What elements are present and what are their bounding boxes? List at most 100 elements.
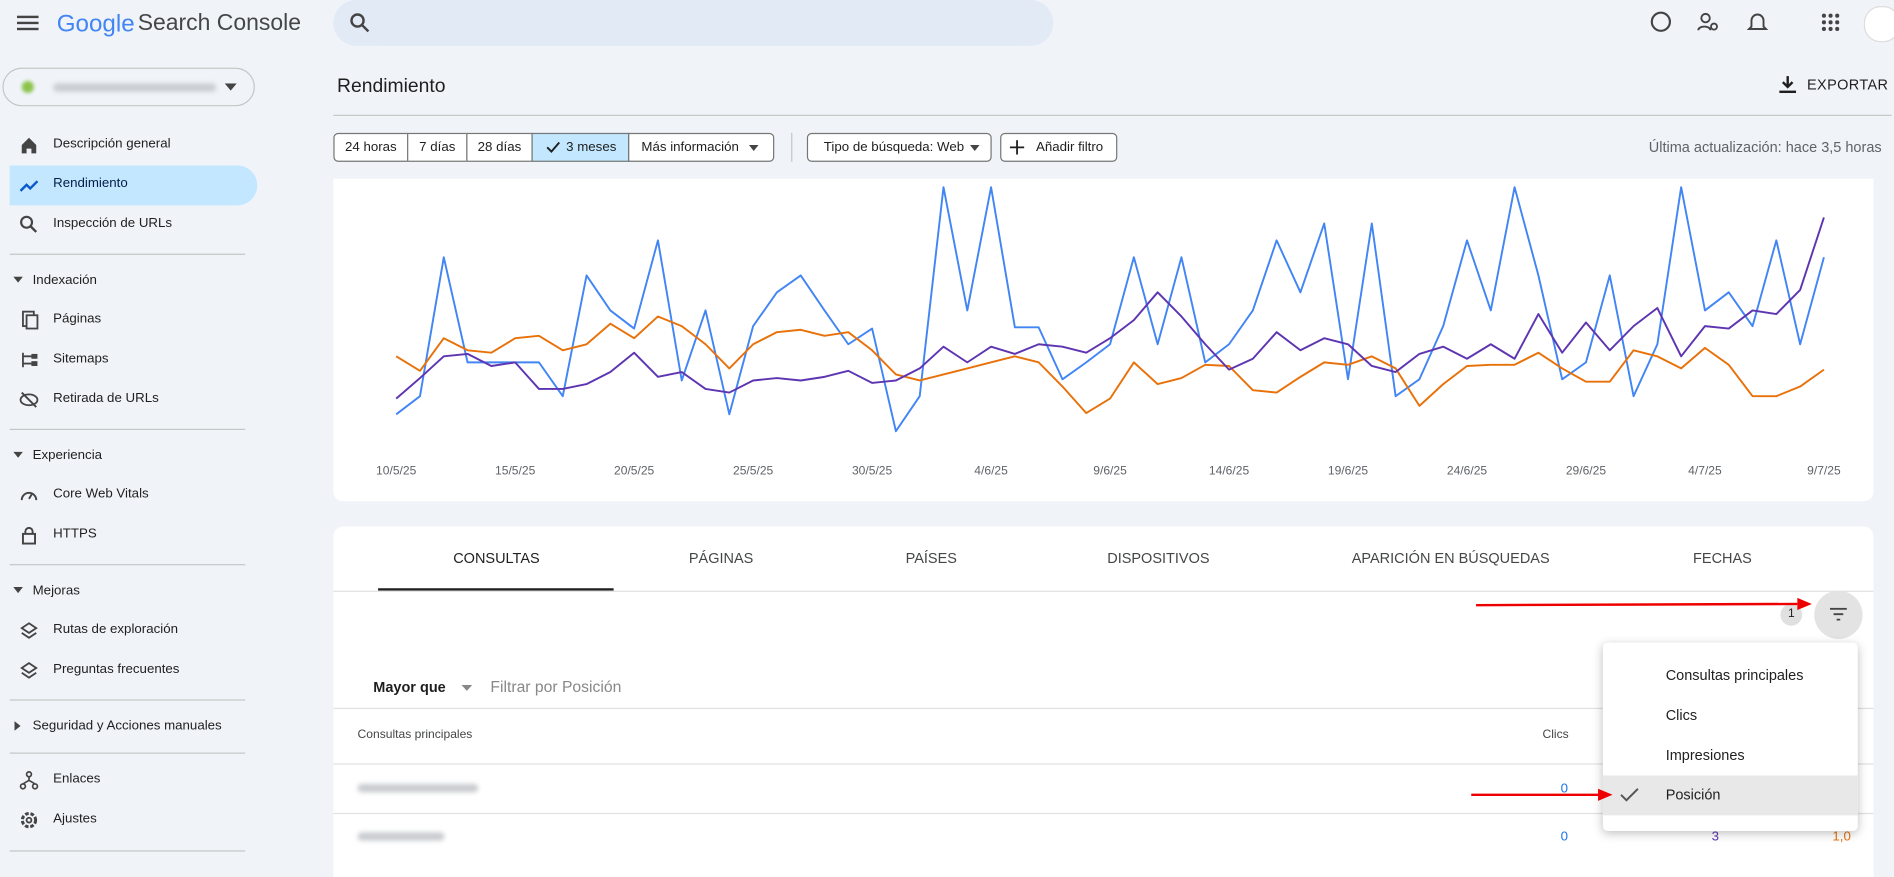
nav-item[interactable]: Sitemaps	[53, 351, 109, 366]
x-tick-label: 9/6/25	[1093, 464, 1127, 478]
nav-item[interactable]: Rendimiento	[53, 176, 128, 191]
divider	[9, 564, 246, 566]
caret	[13, 587, 23, 594]
more-dropdown[interactable]: Más información	[628, 132, 775, 162]
plus-icon	[1009, 140, 1025, 155]
x-tick-label: 4/6/25	[974, 464, 1008, 478]
layers-icon	[20, 662, 38, 679]
annotation-arrow	[1471, 788, 1613, 801]
tab[interactable]: FECHAS	[1693, 549, 1752, 567]
dropdown-arrow	[461, 684, 473, 691]
menu-item[interactable]: Impresiones	[1665, 746, 1745, 764]
x-tick-label: 14/6/25	[1209, 464, 1250, 478]
tab-selected[interactable]: CONSULTAS	[453, 549, 540, 567]
cell-position: 1,0	[1832, 829, 1851, 845]
logo[interactable]: Google	[56, 10, 135, 38]
nav-section[interactable]: Experiencia	[32, 448, 103, 463]
caret	[14, 721, 21, 731]
filter-icon	[1829, 607, 1847, 621]
gauge-icon	[20, 491, 38, 501]
check-icon	[546, 141, 560, 154]
divider	[333, 763, 1874, 765]
tab-indicator	[378, 588, 614, 591]
divider	[9, 428, 246, 431]
line-series	[395, 315, 1825, 415]
divider	[333, 590, 1874, 592]
nav-section[interactable]: Seguridad y Acciones manuales	[32, 718, 222, 734]
page-title: Rendimiento	[337, 76, 446, 97]
x-tick-label: 20/5/25	[614, 464, 655, 478]
range-chip[interactable]: 7 días	[407, 132, 468, 162]
x-tick-label: 29/6/25	[1566, 464, 1607, 478]
dropdown-arrow	[969, 144, 980, 151]
menu-icon[interactable]	[16, 13, 39, 32]
x-tick-label: 19/6/25	[1328, 464, 1369, 478]
property-selector[interactable]	[2, 67, 255, 107]
help-icon[interactable]	[1650, 11, 1672, 33]
dropdown-arrow	[748, 144, 759, 151]
nav-item[interactable]: Páginas	[53, 311, 102, 327]
home-icon	[21, 137, 37, 154]
links-icon	[19, 771, 39, 790]
x-tick-label: 24/6/25	[1447, 464, 1488, 478]
search-icon	[350, 13, 370, 33]
range-chip[interactable]: 24 horas	[333, 132, 409, 162]
range-chip[interactable]: 28 días	[466, 132, 533, 162]
avatar[interactable]	[1863, 6, 1894, 43]
tab[interactable]: PAÍSES	[905, 549, 957, 567]
menu-item[interactable]: Clics	[1665, 706, 1698, 724]
last-updated: Última actualización: hace 3,5 horas	[1648, 138, 1882, 156]
divider	[9, 752, 246, 754]
column-header: Consultas principales	[357, 728, 473, 742]
nav-item[interactable]: Inspección de URLs	[53, 216, 173, 231]
operator-select[interactable]: Mayor que	[373, 678, 446, 696]
check-icon	[1620, 788, 1639, 802]
nav-item[interactable]: Core Web Vitals	[53, 486, 149, 502]
divider	[333, 812, 1874, 815]
nav-section[interactable]: Indexación	[32, 272, 97, 288]
nav-active-bg	[9, 165, 258, 206]
layers-icon	[20, 622, 38, 639]
menu-selected-bg	[1602, 775, 1858, 816]
nav-section[interactable]: Mejoras	[32, 583, 80, 598]
nav-item[interactable]: Retirada de URLs	[53, 391, 159, 406]
tab[interactable]: DISPOSITIVOS	[1107, 549, 1210, 567]
nav-item[interactable]: Enlaces	[53, 771, 101, 787]
performance-chart: 10/5/25 15/5/25 20/5/25 25/5/25 30/5/25 4/6/2…	[376, 186, 1841, 478]
x-tick-label: 9/7/25	[1807, 464, 1841, 478]
nav-item[interactable]: HTTPS	[53, 526, 97, 542]
x-tick-label: 15/5/25	[495, 464, 536, 478]
notifications-icon[interactable]	[1746, 11, 1769, 33]
search-box[interactable]	[333, 0, 1054, 46]
x-tick-label: 10/5/25	[376, 464, 417, 478]
user-settings-icon[interactable]	[1697, 11, 1719, 33]
nav-item[interactable]: Descripción general	[53, 136, 171, 151]
sitemaps-icon	[22, 352, 38, 368]
caret	[13, 276, 23, 283]
tab[interactable]: PÁGINAS	[688, 549, 754, 567]
filter-input[interactable]: Filtrar por Posición	[490, 677, 622, 696]
product-name: Search Console	[137, 10, 302, 37]
x-tick-label: 4/7/25	[1688, 464, 1722, 478]
settings-icon	[20, 812, 38, 829]
divider	[9, 699, 246, 701]
property-url-blurred	[53, 83, 217, 92]
menu-item[interactable]: Consultas principales	[1665, 666, 1804, 684]
nav-item[interactable]: Preguntas frecuentes	[53, 661, 180, 677]
tab[interactable]: APARICIÓN EN BÚSQUEDAS	[1351, 549, 1550, 567]
dropdown-arrow	[224, 83, 237, 91]
menu-item-selected[interactable]: Posición	[1665, 786, 1721, 804]
add-filter-chip[interactable]: Añadir filtro	[1000, 132, 1118, 162]
removals-icon	[19, 391, 39, 408]
filter-badge: 1	[1780, 603, 1803, 626]
download-icon[interactable]	[1779, 75, 1797, 94]
nav-item[interactable]: Rutas de exploración	[53, 622, 178, 637]
search-type-chip[interactable]: Tipo de búsqueda: Web	[806, 132, 992, 162]
export-button[interactable]: EXPORTAR	[1807, 76, 1889, 94]
nav-item[interactable]: Ajustes	[53, 811, 97, 827]
query-blurred	[357, 783, 479, 793]
apps-icon[interactable]	[1821, 13, 1840, 32]
query-blurred	[357, 832, 445, 841]
